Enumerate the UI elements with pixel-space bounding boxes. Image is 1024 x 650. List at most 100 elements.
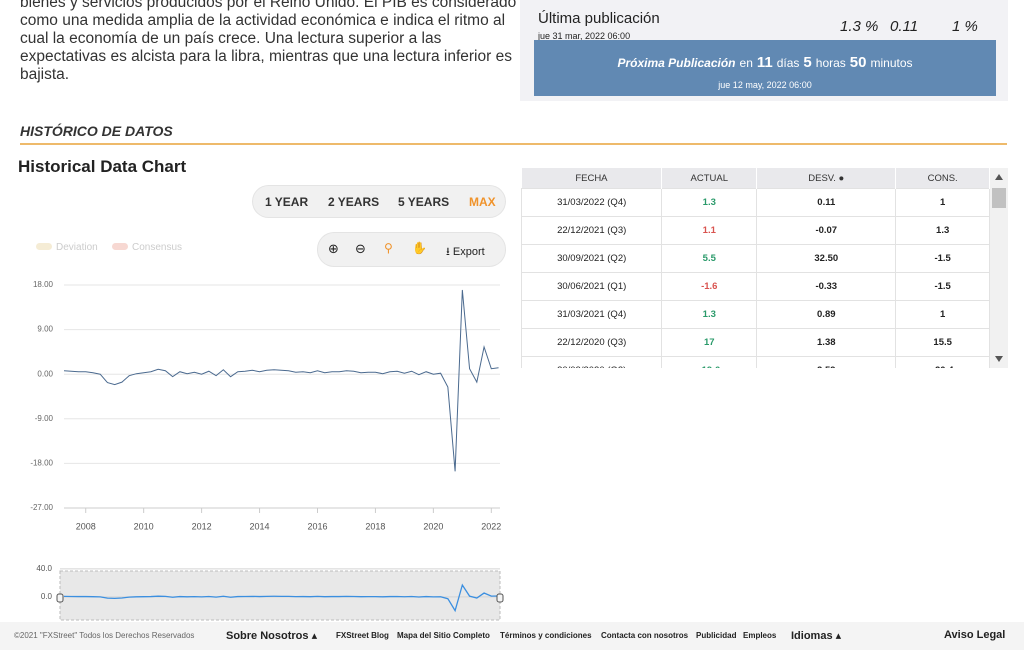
- footer-link[interactable]: Empleos: [743, 631, 777, 640]
- zoom-select[interactable]: ⚲: [384, 241, 393, 255]
- range-button[interactable]: 2 YEARS: [328, 195, 380, 209]
- next-release-part: Próxima Publicación: [617, 56, 736, 70]
- y-tick-label: 18.00: [33, 280, 54, 289]
- navigator-handle[interactable]: [496, 593, 504, 603]
- export-button[interactable]: ⭳ Export: [446, 246, 485, 258]
- next-release-part: minutos: [870, 56, 913, 70]
- y-tick-label: -9.00: [35, 414, 54, 423]
- release-title: Última publicación: [538, 10, 660, 27]
- intro-line: bienes y servicios producidos por el Rei…: [20, 0, 517, 11]
- intro-line: cual la economía de un país crece. Una l…: [20, 30, 442, 47]
- navigator-tick-label: 0.0: [41, 592, 53, 601]
- range-button[interactable]: 1 YEAR: [265, 195, 309, 209]
- table-row: 22/12/2020 (Q3) 17 1.38 15.5: [521, 328, 990, 357]
- navigator-handle[interactable]: [56, 593, 64, 603]
- intro-line: expectativas es alcista para la libra, m…: [20, 48, 512, 65]
- table-cell: 5.5: [661, 244, 758, 273]
- table-cell: 1: [895, 188, 990, 217]
- scrollbar[interactable]: [990, 168, 1008, 368]
- x-tick-label: 2010: [134, 521, 154, 531]
- scroll-thumb[interactable]: [992, 188, 1006, 208]
- table-cell: 30/06/2021 (Q1): [521, 272, 663, 301]
- next-release: Próxima Publicación en 11 días 5 horas 50 minut…: [534, 40, 996, 96]
- y-tick-label: 0.00: [37, 369, 53, 378]
- table-cell: 2.59: [756, 356, 897, 368]
- navigator-line: [63, 583, 499, 613]
- legend-item[interactable]: Consensus: [112, 242, 182, 253]
- copyright: ©2021 "FXStreet" Todos los Derechos Rese…: [14, 631, 195, 640]
- table-row: 30/09/2021 (Q2) 5.5 32.50 -1.5: [521, 244, 990, 273]
- table-cell: 31/03/2022 (Q4): [521, 188, 663, 217]
- footer-link[interactable]: Mapa del Sitio Completo: [397, 631, 490, 640]
- x-tick-label: 2022: [481, 521, 501, 531]
- release-actual: 1.3 %: [840, 18, 879, 35]
- table-row: 31/03/2021 (Q4) 1.3 0.89 1: [521, 300, 990, 329]
- table-cell: 1.38: [756, 328, 897, 357]
- table-cell: 0.11: [756, 188, 897, 217]
- table-cell: 1.1: [661, 216, 758, 245]
- range-buttons: 1 YEAR 2 YEARS 5 YEARS MAX: [253, 186, 505, 217]
- y-tick-label: 9.00: [37, 325, 53, 334]
- table-cell: 30/09/2021 (Q2): [521, 244, 663, 273]
- footer-link[interactable]: Contacta con nosotros: [601, 631, 689, 640]
- scroll-down[interactable]: [995, 356, 1003, 362]
- column-header: FECHA: [521, 168, 663, 189]
- release-consensus: 1 %: [952, 18, 978, 35]
- table-cell: -0.07: [756, 216, 897, 245]
- table-cell: 22/12/2021 (Q3): [521, 216, 663, 245]
- next-release-part: 11: [756, 54, 773, 71]
- table-cell: 0.89: [756, 300, 897, 329]
- table-cell: 1.3: [661, 300, 758, 329]
- column-header: DESV. ●: [756, 168, 897, 189]
- chart-title: Historical Data Chart: [18, 157, 187, 176]
- table-cell: -19.6: [661, 356, 758, 368]
- footer-menu[interactable]: Sobre Nosotros ▴: [226, 630, 318, 642]
- table-cell: 31/03/2021 (Q4): [521, 300, 663, 329]
- table-cell: -0.33: [756, 272, 897, 301]
- x-tick-label: 2020: [423, 521, 443, 531]
- navigator-tick-label: 40.0: [36, 564, 52, 573]
- table-row: 22/12/2021 (Q3) 1.1 -0.07 1.3: [521, 216, 990, 245]
- footer-link[interactable]: FXStreet Blog: [336, 631, 389, 640]
- scroll-up[interactable]: [995, 174, 1003, 180]
- x-tick-label: 2008: [76, 521, 96, 531]
- x-tick-label: 2018: [365, 521, 385, 531]
- table-cell: 1.3: [661, 188, 758, 217]
- zoom-in[interactable]: ⊕: [328, 241, 339, 256]
- series-line: [63, 289, 499, 472]
- section-title: HISTÓRICO DE DATOS: [20, 123, 173, 139]
- next-release-part: días: [776, 56, 800, 70]
- next-release-part: 50: [849, 54, 867, 71]
- table-cell: 1.3: [895, 216, 990, 245]
- next-release-part: 5: [803, 54, 812, 71]
- legend-label: Deviation: [56, 242, 98, 253]
- footer-link[interactable]: Términos y condiciones: [500, 631, 592, 640]
- release-deviation: 0.11: [890, 18, 919, 35]
- footer-menu[interactable]: Idiomas ▴: [791, 630, 842, 642]
- y-tick-label: -18.00: [30, 459, 53, 468]
- legend-item[interactable]: Deviation: [36, 242, 98, 253]
- footer-link[interactable]: Publicidad: [696, 631, 737, 640]
- next-release-part: horas: [815, 56, 846, 70]
- table-cell: 22/12/2020 (Q3): [521, 328, 663, 357]
- zoom-out[interactable]: ⊖: [355, 241, 366, 256]
- column-header: CONS.: [895, 168, 990, 189]
- table-row: 30/09/2020 (Q2)-19.62.59-20.4: [521, 356, 990, 368]
- table-cell: 15.5: [895, 328, 990, 357]
- navigator-window: [59, 570, 501, 621]
- range-button[interactable]: MAX: [469, 195, 496, 209]
- table-cell: -1.5: [895, 272, 990, 301]
- x-tick-label: 2014: [250, 521, 270, 531]
- pan[interactable]: ✋: [412, 241, 427, 255]
- footer: ©2021 "FXStreet" Todos los Derechos Rese…: [0, 622, 1024, 650]
- table-cell: 17: [661, 328, 758, 357]
- footer-about: Sobre Nosotros: [226, 630, 309, 642]
- next-release-part: en: [739, 56, 753, 70]
- table-row: 30/06/2021 (Q1) -1.6 -0.33 -1.5: [521, 272, 990, 301]
- range-button[interactable]: 5 YEARS: [398, 195, 450, 209]
- export-label: Export: [452, 246, 485, 258]
- footer-legal[interactable]: Aviso Legal: [944, 629, 1006, 641]
- table-row: 31/03/2022 (Q4) 1.3 0.11 1: [521, 188, 990, 217]
- x-tick-label: 2016: [307, 521, 327, 531]
